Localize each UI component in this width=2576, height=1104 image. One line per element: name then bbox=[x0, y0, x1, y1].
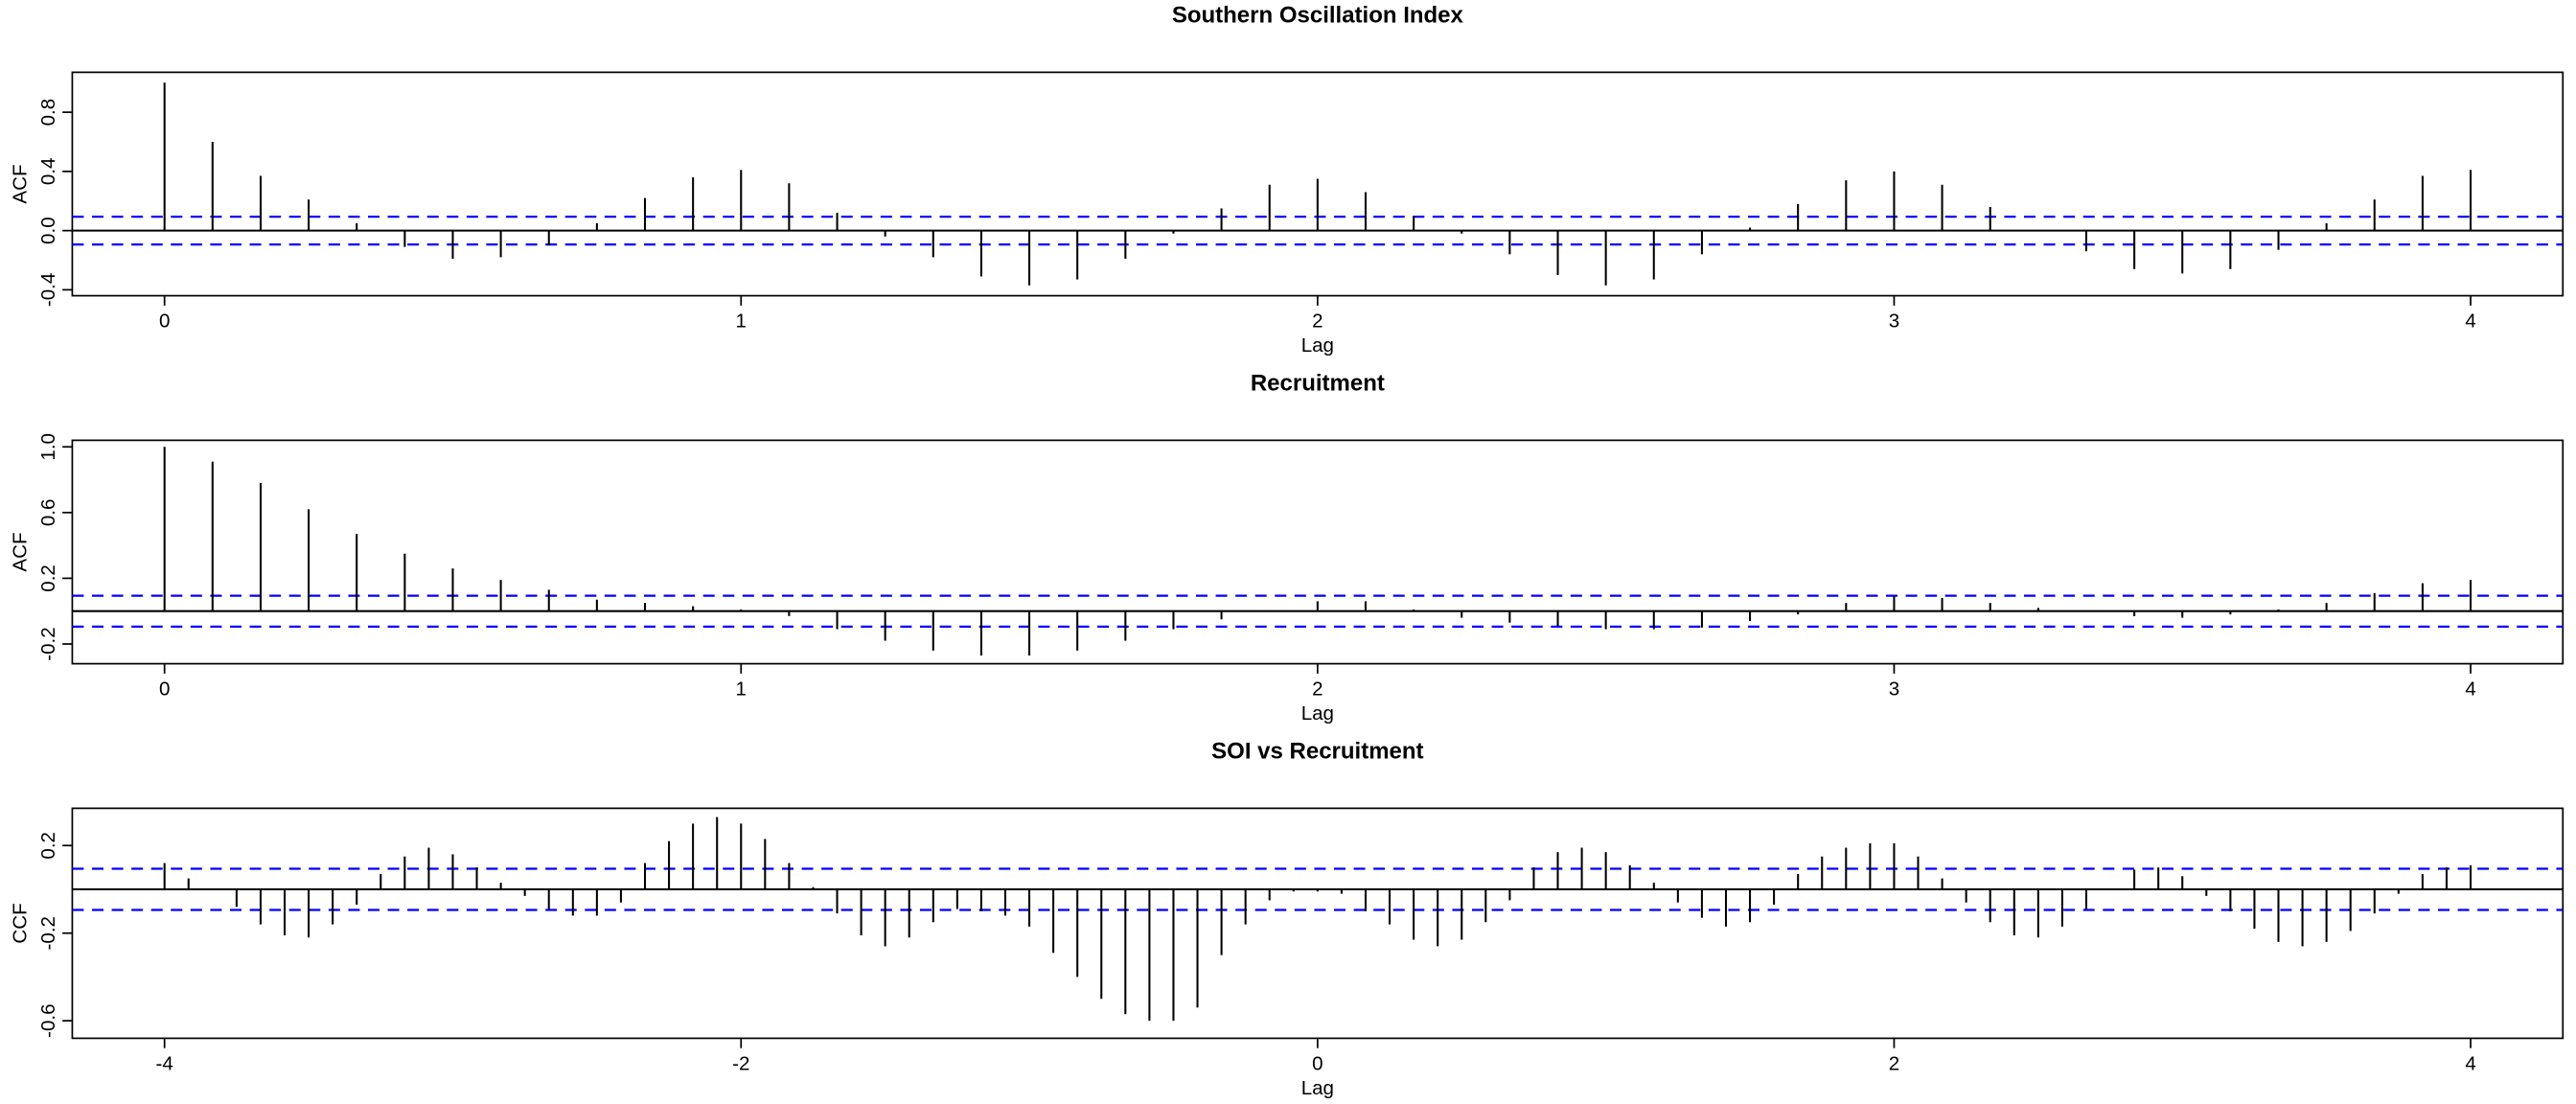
y-tick-label: 0.2 bbox=[37, 564, 59, 592]
chart-title: SOI vs Recruitment bbox=[1211, 738, 1423, 764]
x-axis-label: Lag bbox=[1301, 334, 1334, 356]
chart-title: Recruitment bbox=[1251, 370, 1385, 396]
plot-frame bbox=[71, 439, 2564, 665]
y-tick-label: 0.6 bbox=[37, 499, 59, 527]
x-tick-label: 0 bbox=[159, 310, 170, 332]
y-axis-label: CCF bbox=[10, 903, 32, 943]
x-tick-label: 1 bbox=[736, 678, 747, 700]
y-tick-label: 1.0 bbox=[37, 433, 59, 461]
x-tick-label: 1 bbox=[736, 310, 747, 332]
x-tick-label: 3 bbox=[1889, 310, 1899, 332]
y-tick-label: -0.2 bbox=[37, 627, 59, 660]
x-tick-label: 4 bbox=[2465, 1052, 2475, 1074]
y-tick-label: 0.8 bbox=[37, 99, 59, 126]
x-tick-label: 4 bbox=[2465, 310, 2475, 332]
x-tick-label: -4 bbox=[156, 1052, 173, 1074]
y-tick-label: -0.2 bbox=[37, 916, 59, 950]
y-axis-label: ACF bbox=[10, 532, 32, 571]
x-tick-label: 2 bbox=[1889, 1052, 1899, 1074]
x-tick-label: 4 bbox=[2465, 678, 2475, 700]
x-tick-label: 0 bbox=[1312, 1052, 1322, 1074]
y-tick-label: -0.4 bbox=[37, 273, 59, 307]
x-axis-label: Lag bbox=[1301, 1077, 1334, 1099]
x-tick-label: -2 bbox=[732, 1052, 749, 1074]
x-tick-label: 0 bbox=[159, 678, 170, 700]
x-tick-label: 2 bbox=[1312, 678, 1322, 700]
y-tick-label: 0.0 bbox=[37, 217, 59, 244]
y-tick-label: 0.4 bbox=[37, 158, 59, 186]
y-tick-label: -0.6 bbox=[37, 1003, 59, 1037]
x-axis-label: Lag bbox=[1301, 702, 1334, 724]
y-tick-label: 0.2 bbox=[37, 832, 59, 860]
x-tick-label: 2 bbox=[1312, 310, 1322, 332]
y-axis-label: ACF bbox=[10, 164, 32, 203]
chart-title: Southern Oscillation Index bbox=[1172, 2, 1464, 28]
x-tick-label: 3 bbox=[1889, 678, 1899, 700]
plot-frame bbox=[71, 807, 2564, 1040]
